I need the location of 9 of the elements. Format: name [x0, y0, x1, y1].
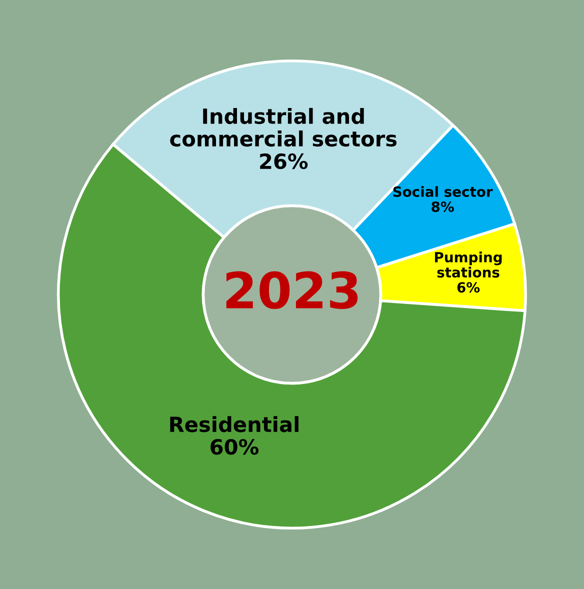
data-label: 8%: [432, 201, 454, 212]
slice-label: Industrial and commercial sectors: [170, 108, 397, 147]
data-label: 6%: [457, 282, 480, 293]
data-label: 60%: [210, 439, 259, 455]
text: 2023: [226, 271, 358, 310]
slice-label: Social sector: [393, 186, 493, 197]
data-label: 26%: [260, 153, 308, 170]
slice-label: Pumping stations: [435, 252, 502, 278]
slice-label: Residential: [170, 416, 298, 432]
